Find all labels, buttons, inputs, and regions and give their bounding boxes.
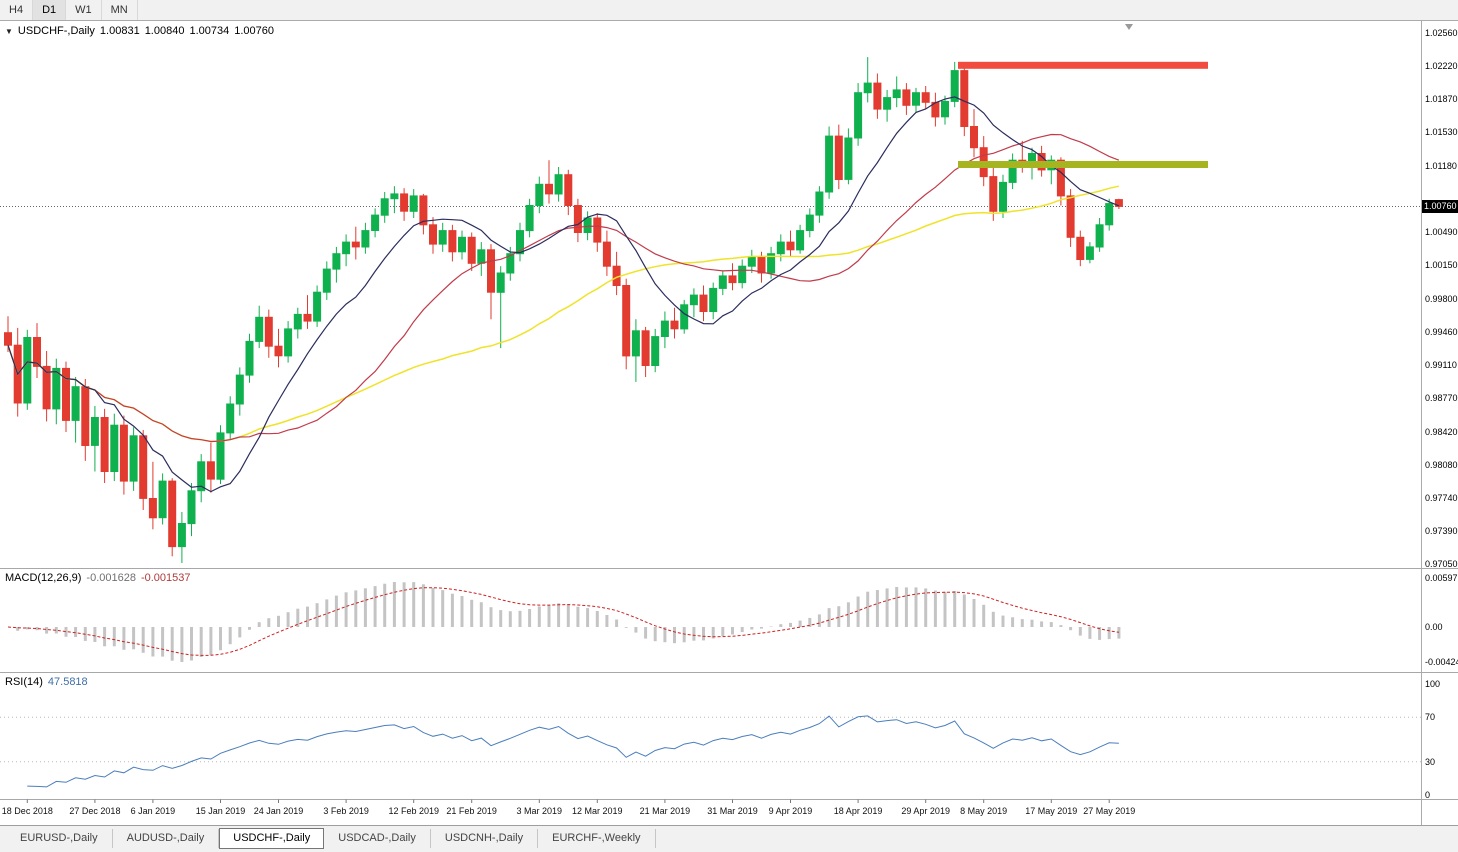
rsi-label: RSI(14) bbox=[5, 676, 43, 688]
timeframe-toolbar: H4 D1 W1 MN bbox=[0, 0, 1458, 21]
date-axis-label: 9 Apr 2019 bbox=[768, 806, 813, 816]
chart-tabs-bar: EURUSD-,Daily AUDUSD-,Daily USDCHF-,Daily U… bbox=[0, 825, 1458, 852]
rsi-axis-label: 0 bbox=[1425, 790, 1431, 800]
date-axis-label: 17 May 2019 bbox=[1025, 806, 1078, 816]
date-axis-label: 31 Mar 2019 bbox=[707, 806, 758, 816]
price-axis-label: 0.98080 bbox=[1425, 459, 1458, 470]
macd-axis-label: 0.00 bbox=[1425, 622, 1443, 632]
price-axis-label: 1.01530 bbox=[1425, 127, 1458, 138]
date-axis-label: 3 Mar 2019 bbox=[516, 806, 563, 816]
macd-signal-value: -0.001537 bbox=[140, 572, 191, 584]
price-axis-label: 0.97390 bbox=[1425, 526, 1458, 537]
macd-value: -0.001628 bbox=[86, 572, 136, 584]
chart-tab-usdcad-daily[interactable]: USDCAD-,Daily bbox=[324, 829, 431, 848]
rsi-axis[interactable]: 100 70 30 0 bbox=[1423, 674, 1458, 800]
symbol-timeframe-label: USDCHF-,Daily bbox=[17, 25, 95, 37]
rsi-indicator-readout: RSI(14) 47.5818 bbox=[5, 676, 93, 688]
macd-histogram-layer bbox=[16, 582, 1121, 662]
price-axis[interactable]: 1.02560 1.02220 1.01870 1.01530 1.01180 1.004… bbox=[1423, 21, 1458, 569]
timeframe-button-h4[interactable]: H4 bbox=[0, 0, 34, 20]
candles-layer bbox=[4, 57, 1123, 563]
date-axis-label: 12 Feb 2019 bbox=[388, 806, 439, 816]
low-value: 1.00734 bbox=[189, 25, 230, 37]
date-axis-label: 27 May 2019 bbox=[1083, 806, 1136, 816]
moving-average-line-25 bbox=[7, 133, 1120, 443]
open-value: 1.00831 bbox=[99, 25, 140, 37]
chart-tab-usdchf-daily[interactable]: USDCHF-,Daily bbox=[219, 828, 325, 849]
macd-signal-line bbox=[7, 587, 1119, 656]
date-axis-label: 15 Jan 2019 bbox=[195, 806, 246, 816]
date-axis-label: 8 May 2019 bbox=[960, 806, 1008, 816]
price-axis-label: 0.97050 bbox=[1425, 558, 1458, 569]
price-axis-label: 0.99110 bbox=[1425, 360, 1457, 371]
price-axis-label: 1.00150 bbox=[1425, 260, 1458, 271]
date-axis-label: 18 Dec 2018 bbox=[1, 806, 53, 816]
timeframe-button-d1[interactable]: D1 bbox=[33, 0, 67, 20]
macd-axis-label: -0.00424 bbox=[1425, 657, 1458, 667]
chart-menu-arrow-icon[interactable]: ▼ bbox=[5, 27, 13, 36]
moving-average-line-10 bbox=[7, 96, 1120, 493]
macd-label: MACD(12,26,9) bbox=[5, 572, 82, 584]
price-axis-label: 1.01870 bbox=[1425, 94, 1458, 105]
price-axis-label: 0.98770 bbox=[1425, 393, 1458, 404]
chart-shift-marker-icon[interactable] bbox=[1125, 24, 1133, 30]
date-axis-label: 3 Feb 2019 bbox=[323, 806, 369, 816]
chart-tab-audusd-daily[interactable]: AUDUSD-,Daily bbox=[113, 829, 220, 848]
date-axis-label: 27 Dec 2018 bbox=[69, 806, 121, 816]
rsi-axis-label: 100 bbox=[1425, 679, 1441, 689]
date-axis-label: 21 Feb 2019 bbox=[446, 806, 497, 816]
chart-tab-eurusd-daily[interactable]: EURUSD-,Daily bbox=[6, 829, 113, 848]
current-price-tag: 1.00760 bbox=[1422, 200, 1458, 213]
timeframe-button-mn[interactable]: MN bbox=[102, 0, 138, 20]
macd-indicator-readout: MACD(12,26,9) -0.001628 -0.001537 bbox=[5, 572, 196, 584]
date-axis-label: 12 Mar 2019 bbox=[571, 806, 623, 816]
rsi-line bbox=[27, 715, 1119, 788]
price-axis-label: 0.99800 bbox=[1425, 293, 1458, 304]
date-axis-label: 18 Apr 2019 bbox=[833, 806, 883, 816]
date-axis[interactable]: 18 Dec 2018 27 Dec 2018 6 Jan 2019 15 Jan 2… bbox=[0, 799, 1421, 825]
rsi-value: 47.5818 bbox=[47, 676, 88, 688]
macd-axis[interactable]: 0.00597 0.00 -0.00424 bbox=[1423, 569, 1458, 673]
price-axis-label: 1.02220 bbox=[1425, 60, 1458, 71]
macd-axis-label: 0.00597 bbox=[1425, 573, 1458, 583]
price-axis-label: 1.02560 bbox=[1425, 28, 1458, 38]
price-axis-label: 1.00490 bbox=[1425, 227, 1458, 238]
resistance-level-bar[interactable] bbox=[958, 61, 1208, 69]
chart-tab-eurchf-weekly[interactable]: EURCHF-,Weekly bbox=[538, 829, 656, 848]
rsi-axis-label: 70 bbox=[1425, 712, 1436, 723]
date-axis-label: 29 Apr 2019 bbox=[901, 806, 950, 816]
moving-average-line-45 bbox=[7, 185, 1120, 443]
price-axis-label: 0.98420 bbox=[1425, 426, 1458, 437]
timeframe-button-w1[interactable]: W1 bbox=[66, 0, 102, 20]
date-axis-label: 24 Jan 2019 bbox=[253, 806, 304, 816]
price-axis-label: 0.97740 bbox=[1425, 492, 1458, 503]
support-level-bar[interactable] bbox=[958, 161, 1208, 168]
close-value: 1.00760 bbox=[234, 25, 274, 37]
date-axis-label: 6 Jan 2019 bbox=[130, 806, 176, 816]
date-axis-label: 21 Mar 2019 bbox=[639, 806, 691, 816]
rsi-axis-label: 30 bbox=[1425, 756, 1436, 767]
price-axis-label: 1.01180 bbox=[1425, 160, 1457, 171]
high-value: 1.00840 bbox=[144, 25, 185, 37]
chart-title-readout: ▼ USDCHF-,Daily 1.00831 1.00840 1.00734 1.007… bbox=[5, 25, 279, 37]
price-axis-label: 0.99460 bbox=[1425, 326, 1458, 337]
chart-tab-usdcnh-daily[interactable]: USDCNH-,Daily bbox=[431, 829, 539, 848]
